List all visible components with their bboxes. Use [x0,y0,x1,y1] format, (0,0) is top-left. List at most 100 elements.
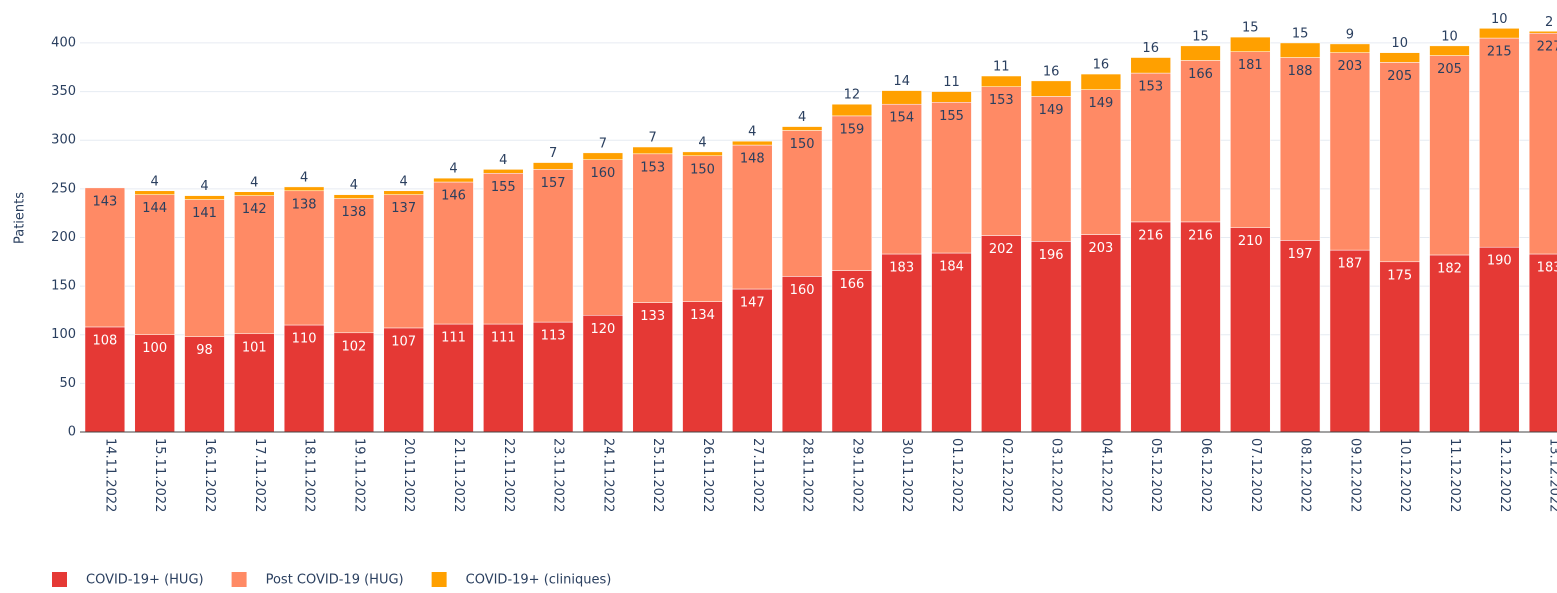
data-label: 149 [1088,96,1113,111]
x-tick-label: 29.11.2022 [849,438,864,512]
bar-segment [483,173,524,325]
bar-segment [532,169,574,323]
data-label: 11 [943,75,960,90]
bar-segment [732,140,773,146]
data-label: 138 [292,197,317,212]
data-label: 203 [1088,241,1113,256]
bar-segment [532,162,574,170]
legend-label: Post COVID-19 (HUG) [266,573,404,588]
bar-segment [1479,246,1520,433]
bar-segment [283,324,325,433]
bar-segment [781,276,823,433]
data-label: 202 [989,242,1014,257]
x-tick-label: 09.12.2022 [1347,438,1362,512]
data-label: 134 [690,308,715,323]
data-label: 203 [1337,59,1362,74]
bar-segment [931,102,972,254]
bar-segment [732,288,773,433]
bar-segment [383,190,424,195]
data-label: 108 [92,333,117,348]
data-label: 111 [441,331,466,346]
bar-segment [632,302,673,433]
bar-segment [981,235,1022,433]
data-label: 4 [300,170,308,185]
data-label: 101 [242,340,267,355]
bar-segment [383,327,424,433]
data-label: 181 [1238,58,1263,73]
data-label: 154 [889,111,914,126]
data-label: 205 [1387,69,1412,84]
data-label: 142 [242,202,267,217]
bar-segment [84,326,126,433]
bar-segment [134,194,175,335]
y-tick-label: 150 [51,279,76,294]
x-tick-label: 15.11.2022 [152,438,167,512]
bar-segment [1030,80,1072,97]
y-tick-label: 0 [68,425,76,440]
data-label: 157 [541,176,566,191]
bar-segment [632,153,673,303]
bar-segment [981,75,1022,87]
bar-segment [1429,254,1470,433]
data-label: 4 [798,110,806,125]
data-label: 10 [1441,29,1458,44]
bar-segment [1379,52,1420,63]
bar-segment [1479,37,1520,248]
y-tick-label: 250 [51,181,76,196]
bar-segment [582,159,624,316]
y-tick-label: 100 [51,327,76,342]
x-tick-label: 19.11.2022 [351,438,366,512]
data-label: 153 [640,160,665,175]
data-label: 102 [341,339,366,354]
data-label: 153 [1138,80,1163,95]
legend-swatch [231,572,247,587]
data-label: 120 [590,322,615,337]
bar-segment [781,126,823,131]
data-label: 183 [1537,261,1557,276]
x-tick-label: 21.11.2022 [451,438,466,512]
bar-segment [632,146,673,155]
data-label: 15 [1242,21,1259,36]
data-label: 110 [292,332,317,347]
x-tick-label: 11.12.2022 [1447,438,1462,512]
y-tick-label: 50 [59,376,76,391]
bar-segment [1379,62,1420,263]
x-tick-label: 18.11.2022 [302,438,317,512]
data-label: 150 [790,137,815,152]
data-label: 107 [391,334,416,349]
data-label: 10 [1491,12,1508,27]
bar-segment [1230,36,1271,52]
bar-segment [283,190,325,326]
data-label: 14 [893,74,910,89]
data-label: 175 [1387,268,1412,283]
legend-label: COVID-19+ (HUG) [86,573,204,588]
data-label: 146 [441,189,466,204]
x-tick-label: 01.12.2022 [949,438,964,512]
x-tick-label: 30.11.2022 [899,438,914,512]
bar-segment [84,187,126,328]
data-label: 138 [341,205,366,220]
bar-segment [1180,45,1221,61]
y-axis-title: Patients [13,192,28,244]
legend-label: COVID-19+ (cliniques) [466,573,612,588]
data-label: 98 [196,343,213,358]
data-label: 4 [151,174,159,189]
y-tick-label: 400 [51,35,76,50]
data-label: 153 [989,93,1014,108]
bar-segment [1230,51,1271,228]
data-label: 160 [590,166,615,181]
bar-segment [532,321,574,433]
bar-segment [1180,60,1221,223]
bar-segment [1080,73,1122,90]
bar-segment [1528,253,1557,433]
data-label: 188 [1288,64,1313,79]
data-label: 12 [844,88,861,103]
data-label: 190 [1487,254,1512,269]
data-label: 4 [449,162,457,177]
bar-segment [881,253,922,433]
y-tick-label: 200 [51,230,76,245]
bar-segment [682,151,723,157]
bar-segment [1030,241,1072,433]
x-tick-label: 12.12.2022 [1497,438,1512,512]
data-label: 10 [1391,36,1408,51]
